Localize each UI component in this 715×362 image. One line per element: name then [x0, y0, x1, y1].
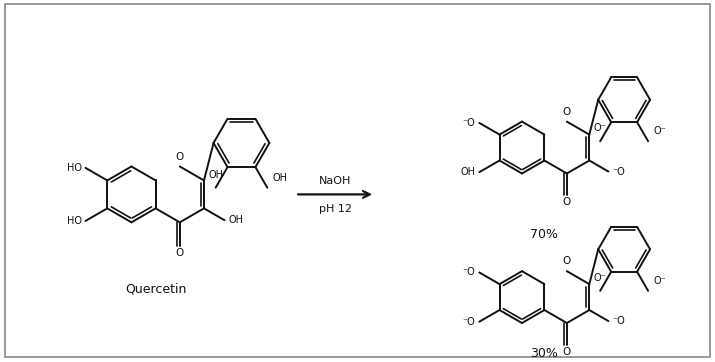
- Text: O: O: [563, 256, 571, 266]
- Text: HO: HO: [66, 163, 82, 173]
- Text: O⁻: O⁻: [593, 123, 606, 133]
- Text: 30%: 30%: [531, 348, 558, 361]
- Text: O⁻: O⁻: [593, 273, 606, 283]
- Text: ⁻O: ⁻O: [463, 268, 475, 277]
- Text: Quercetin: Quercetin: [125, 283, 187, 296]
- Text: OH: OH: [272, 173, 287, 183]
- Text: O⁻: O⁻: [653, 276, 666, 286]
- Text: O: O: [563, 107, 571, 117]
- Text: NaOH: NaOH: [319, 176, 351, 186]
- Text: OH: OH: [229, 215, 244, 225]
- Text: ⁻O: ⁻O: [463, 317, 475, 327]
- Text: OH: OH: [460, 167, 475, 177]
- Text: ⁻O: ⁻O: [463, 118, 475, 128]
- Text: ⁻O: ⁻O: [612, 316, 625, 326]
- Text: HO: HO: [66, 216, 82, 226]
- Text: O⁻: O⁻: [653, 126, 666, 136]
- Text: O: O: [176, 152, 184, 161]
- Text: OH: OH: [208, 170, 223, 180]
- Text: O: O: [563, 347, 571, 357]
- Text: 70%: 70%: [531, 228, 558, 241]
- Text: O: O: [563, 198, 571, 207]
- Text: O: O: [176, 248, 184, 258]
- Text: pH 12: pH 12: [319, 205, 352, 214]
- Text: ⁻O: ⁻O: [612, 167, 625, 177]
